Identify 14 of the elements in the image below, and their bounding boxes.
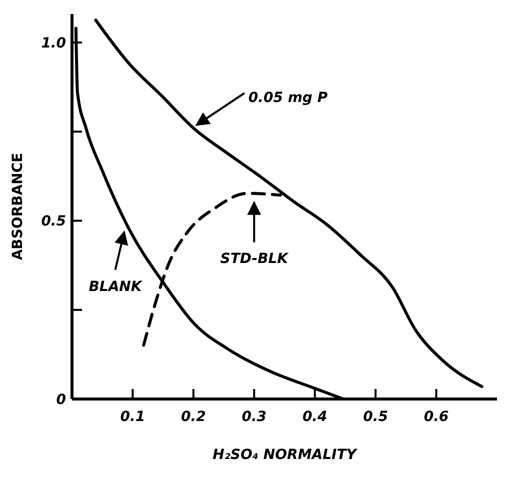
y-axis-title: ABSORBANCE — [10, 152, 26, 260]
y-tick-label: 1.0 — [41, 35, 66, 52]
x-tick-label: 0.3 — [242, 409, 267, 425]
y-tick-label: 0.5 — [41, 214, 66, 230]
y-tick-label: 0 — [56, 392, 66, 408]
annotation: BLANK — [88, 278, 143, 295]
x-axis-title: H₂SO₄ NORMALITY — [212, 447, 358, 463]
x-tick-label: 0.4 — [302, 409, 328, 425]
x-tick-label: 0.5 — [363, 409, 388, 425]
x-tick-label: 0.2 — [181, 409, 206, 425]
x-tick-label: 0.1 — [120, 409, 146, 425]
annotation: STD-BLK — [220, 251, 290, 268]
annotation: 0.05 mg P — [248, 90, 328, 106]
x-tick-label: 0.6 — [424, 409, 449, 425]
